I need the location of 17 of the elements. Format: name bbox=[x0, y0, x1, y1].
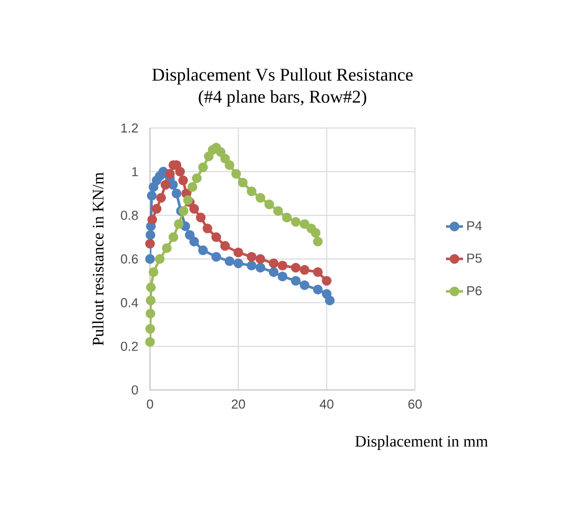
legend-label: P6 bbox=[467, 286, 482, 296]
y-tick-label: 1.2 bbox=[121, 123, 138, 133]
y-tick-label: 0.6 bbox=[120, 254, 138, 264]
legend-label: P4 bbox=[467, 221, 482, 230]
y-tick-label: 0.4 bbox=[120, 298, 138, 308]
legend-label: P5 bbox=[467, 254, 482, 263]
y-tick-label: 0.8 bbox=[120, 210, 138, 220]
x-tick-label: 20 bbox=[232, 400, 246, 409]
x-tick-label: 60 bbox=[408, 400, 422, 409]
x-axis-title: Displacement in mm bbox=[355, 435, 488, 450]
y-tick-label: 1 bbox=[132, 167, 138, 176]
y-axis-title: Pullout resistance in KN/m bbox=[92, 172, 104, 346]
y-tick-label: 0.2 bbox=[120, 342, 138, 351]
chart-title: Displacement Vs Pullout Resistance (#4 plane bars, Row#2) bbox=[152, 68, 413, 106]
x-tick-label: 40 bbox=[320, 400, 334, 409]
x-tick-label: 0 bbox=[146, 400, 154, 409]
y-tick-label: 0 bbox=[132, 385, 138, 395]
